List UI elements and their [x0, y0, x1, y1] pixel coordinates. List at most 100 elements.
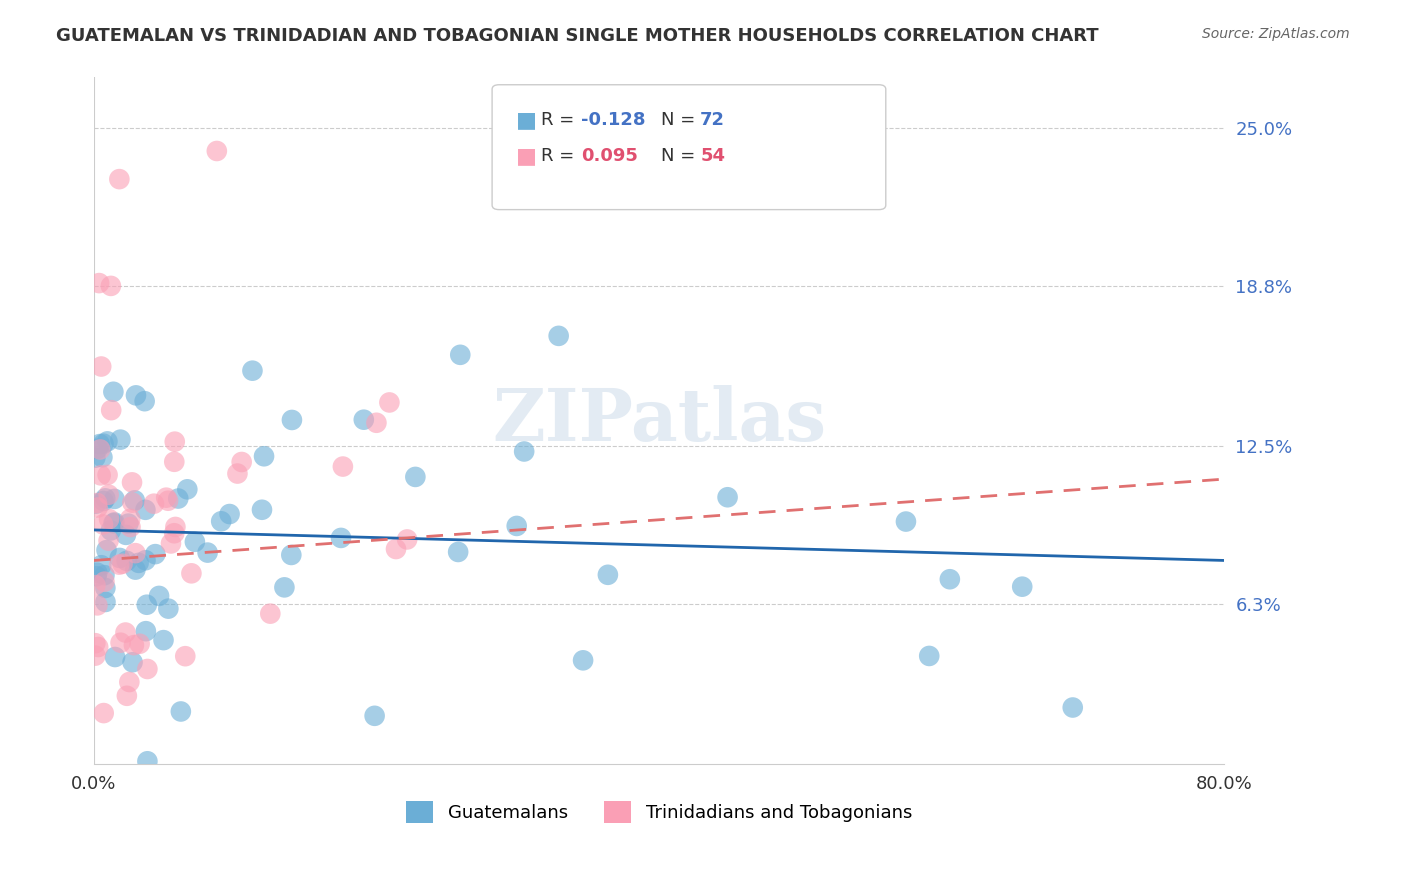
Guatemalans	[86, 569, 108, 583]
Guatemalans	[1011, 580, 1033, 594]
Trinidadians and Tobagonians	[163, 526, 186, 541]
Text: 0.095: 0.095	[581, 147, 637, 165]
Guatemalans	[125, 388, 148, 402]
Guatemalans	[121, 655, 143, 669]
Trinidadians and Tobagonians	[84, 636, 107, 650]
Guatemalans	[135, 598, 157, 612]
Text: R =: R =	[541, 112, 581, 129]
Trinidadians and Tobagonians	[160, 536, 183, 550]
Guatemalans	[135, 624, 157, 639]
Guatemalans	[250, 502, 273, 516]
Trinidadians and Tobagonians	[87, 640, 110, 654]
Guatemalans	[134, 394, 156, 409]
Guatemalans	[87, 442, 110, 456]
Guatemalans	[84, 497, 107, 511]
Guatemalans	[152, 633, 174, 648]
Text: N =: N =	[661, 112, 700, 129]
Trinidadians and Tobagonians	[121, 496, 143, 510]
Trinidadians and Tobagonians	[163, 455, 186, 469]
Guatemalans	[93, 494, 115, 508]
Guatemalans	[449, 348, 471, 362]
Guatemalans	[143, 547, 166, 561]
Trinidadians and Tobagonians	[93, 706, 115, 720]
Trinidadians and Tobagonians	[366, 416, 388, 430]
Trinidadians and Tobagonians	[90, 359, 112, 374]
Guatemalans	[716, 490, 738, 504]
Guatemalans	[134, 503, 156, 517]
Guatemalans	[90, 558, 112, 573]
Guatemalans	[115, 554, 138, 568]
Trinidadians and Tobagonians	[231, 455, 253, 469]
Trinidadians and Tobagonians	[108, 558, 131, 572]
Trinidadians and Tobagonians	[332, 459, 354, 474]
Guatemalans	[124, 493, 146, 508]
Guatemalans	[103, 384, 125, 399]
Guatemalans	[242, 364, 264, 378]
Guatemalans	[596, 567, 619, 582]
Trinidadians and Tobagonians	[142, 497, 165, 511]
Guatemalans	[170, 705, 193, 719]
Guatemalans	[94, 581, 117, 595]
Trinidadians and Tobagonians	[157, 493, 180, 508]
Guatemalans	[136, 754, 159, 768]
Trinidadians and Tobagonians	[128, 637, 150, 651]
Guatemalans	[218, 507, 240, 521]
Trinidadians and Tobagonians	[165, 520, 187, 534]
Trinidadians and Tobagonians	[100, 279, 122, 293]
Text: GUATEMALAN VS TRINIDADIAN AND TOBAGONIAN SINGLE MOTHER HOUSEHOLDS CORRELATION CH: GUATEMALAN VS TRINIDADIAN AND TOBAGONIAN…	[56, 27, 1099, 45]
Trinidadians and Tobagonians	[378, 395, 401, 409]
Guatemalans	[280, 548, 302, 562]
Trinidadians and Tobagonians	[86, 496, 108, 510]
Text: R =: R =	[541, 147, 581, 165]
Text: Source: ZipAtlas.com: Source: ZipAtlas.com	[1202, 27, 1350, 41]
Guatemalans	[117, 516, 139, 531]
Guatemalans	[157, 601, 180, 615]
Trinidadians and Tobagonians	[115, 689, 138, 703]
Trinidadians and Tobagonians	[98, 512, 121, 526]
Guatemalans	[894, 515, 917, 529]
Trinidadians and Tobagonians	[114, 625, 136, 640]
Trinidadians and Tobagonians	[110, 636, 132, 650]
Guatemalans	[104, 650, 127, 665]
Guatemalans	[209, 514, 232, 528]
Trinidadians and Tobagonians	[385, 542, 408, 557]
Guatemalans	[167, 491, 190, 506]
Guatemalans	[110, 433, 132, 447]
Guatemalans	[94, 491, 117, 506]
Guatemalans	[94, 595, 117, 609]
Text: ■: ■	[516, 146, 537, 166]
Guatemalans	[184, 534, 207, 549]
Trinidadians and Tobagonians	[118, 675, 141, 690]
Guatemalans	[103, 516, 125, 530]
Guatemalans	[918, 648, 941, 663]
Guatemalans	[273, 580, 295, 594]
Trinidadians and Tobagonians	[89, 442, 111, 457]
Trinidadians and Tobagonians	[93, 574, 115, 589]
Trinidadians and Tobagonians	[155, 491, 177, 505]
Text: N =: N =	[661, 147, 700, 165]
Guatemalans	[281, 413, 304, 427]
Trinidadians and Tobagonians	[124, 546, 146, 560]
Guatemalans	[353, 413, 375, 427]
Guatemalans	[513, 444, 536, 458]
Guatemalans	[84, 450, 107, 465]
Trinidadians and Tobagonians	[89, 276, 111, 290]
Guatemalans	[93, 568, 115, 582]
Guatemalans	[1062, 700, 1084, 714]
Guatemalans	[363, 708, 385, 723]
Trinidadians and Tobagonians	[97, 488, 120, 502]
Trinidadians and Tobagonians	[100, 403, 122, 417]
Trinidadians and Tobagonians	[205, 144, 228, 158]
Guatemalans	[124, 563, 146, 577]
Guatemalans	[197, 546, 219, 560]
Trinidadians and Tobagonians	[396, 533, 419, 547]
Trinidadians and Tobagonians	[86, 500, 108, 515]
Guatemalans	[103, 516, 125, 531]
Trinidadians and Tobagonians	[226, 467, 249, 481]
Guatemalans	[572, 653, 595, 667]
Trinidadians and Tobagonians	[174, 649, 197, 664]
Trinidadians and Tobagonians	[163, 434, 186, 449]
Trinidadians and Tobagonians	[120, 512, 142, 526]
Text: 72: 72	[700, 112, 725, 129]
Trinidadians and Tobagonians	[122, 638, 145, 652]
